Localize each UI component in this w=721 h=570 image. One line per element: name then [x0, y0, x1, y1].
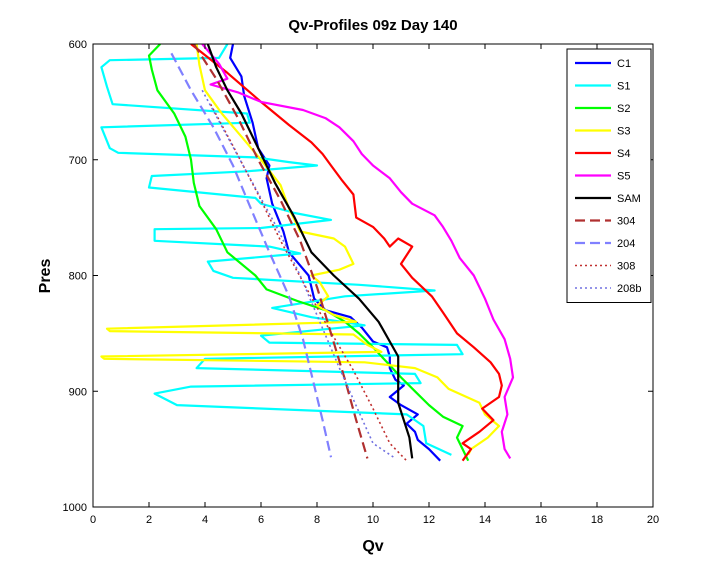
axis-layer: 0 2 4 6 8 10 12 14 16 18 20 600 700 800 900 1000	[63, 39, 660, 526]
x-axis-label: Qv	[362, 538, 383, 555]
series-line-s5	[201, 44, 515, 459]
series-line-s4	[190, 44, 503, 462]
x-tick-label: 0	[90, 514, 96, 526]
series-layer	[100, 44, 515, 462]
x-tick-label: 10	[367, 514, 379, 526]
x-tick-label: 8	[314, 514, 320, 526]
series-line-s2	[147, 44, 470, 462]
x-tick-label: 14	[479, 514, 491, 526]
y-axis-label: Pres	[37, 259, 54, 294]
x-tick-label: 20	[647, 514, 659, 526]
x-tick-label: 6	[258, 514, 264, 526]
series-line-s3	[100, 44, 501, 456]
y-tick-label: 800	[69, 271, 87, 283]
legend-label-s3: S3	[617, 126, 630, 138]
y-tick-label: 1000	[63, 502, 87, 514]
series-line-s1	[100, 44, 464, 456]
legend-label-204: 204	[617, 238, 635, 250]
x-tick-label: 16	[535, 514, 547, 526]
legend-label-s4: S4	[617, 148, 630, 160]
legend: C1 S1 S2 S3 S4 S5 SAM 304 204 308 208b	[566, 48, 652, 303]
legend-label-308: 308	[617, 261, 635, 273]
chart-title: Qv-Profiles 09z Day 140	[288, 17, 457, 34]
x-tick-label: 2	[146, 514, 152, 526]
y-tick-label: 900	[69, 386, 87, 398]
legend-label-208b: 208b	[617, 283, 641, 295]
series-line-sam	[206, 44, 414, 459]
x-tick-label: 4	[202, 514, 208, 526]
y-tick-label: 600	[69, 39, 87, 51]
legend-label-304: 304	[617, 216, 635, 228]
legend-label-s5: S5	[617, 171, 630, 183]
legend-label-s1: S1	[617, 81, 630, 93]
legend-label-sam: SAM	[617, 193, 641, 205]
series-line-304	[192, 44, 369, 459]
series-line-208b	[201, 89, 396, 460]
x-tick-label: 12	[423, 514, 435, 526]
series-line-204	[170, 52, 333, 458]
x-tick-label: 18	[591, 514, 603, 526]
legend-label-c1: C1	[617, 58, 631, 70]
y-tick-label: 700	[69, 155, 87, 167]
legend-label-s2: S2	[617, 103, 630, 115]
